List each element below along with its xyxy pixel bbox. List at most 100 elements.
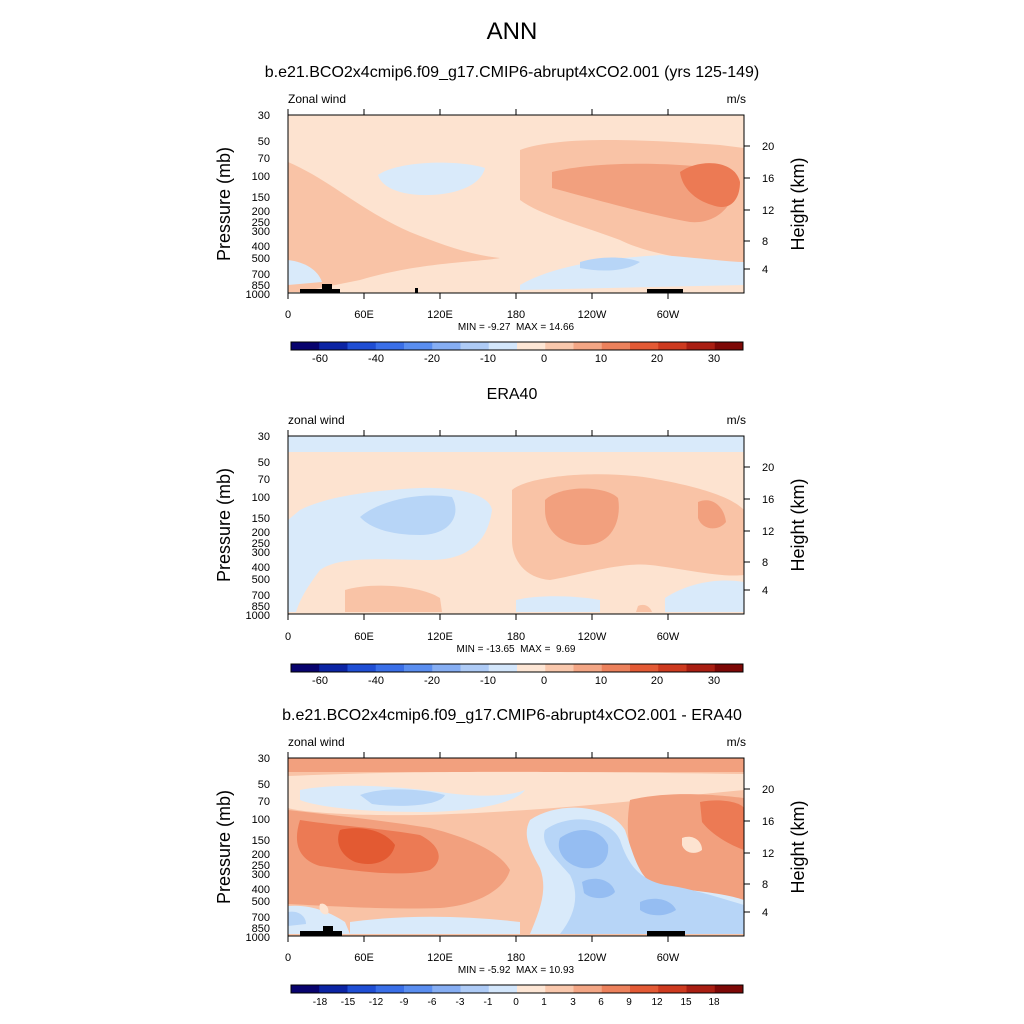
panel-2-ytick: 850 [252, 601, 270, 613]
panel-3-ytick: 150 [252, 835, 270, 847]
panel-3-y2tick: 4 [762, 907, 768, 919]
panel-2-y2tick: 12 [762, 526, 774, 538]
colorbar-swatch [686, 342, 716, 350]
panel-1-ytick: 300 [252, 226, 270, 238]
panel-1-y2tick: 12 [762, 205, 774, 217]
panel-3-colorbar-label: 3 [570, 997, 576, 1008]
panel-3-ytick: 200 [252, 849, 270, 861]
colorbar-swatch [545, 342, 574, 350]
panel-2-ytick: 300 [252, 547, 270, 559]
panel-1-xtick: 60W [657, 309, 680, 321]
colorbar-swatch [658, 985, 687, 993]
panel-3-y2tick: 16 [762, 816, 774, 828]
panel-3-colorbar-label: -3 [456, 997, 465, 1008]
panel-3-colorbar-label: 15 [680, 997, 692, 1008]
colorbar-swatch [404, 664, 433, 672]
panel-3-colorbar-label: 1 [541, 997, 547, 1008]
colorbar-swatch [658, 664, 687, 672]
panel-2-colorbar-label: -20 [424, 675, 440, 687]
colorbar-swatch [517, 664, 546, 672]
panel-3-ytick: 850 [252, 923, 270, 935]
panel-2-xtick: 120W [578, 631, 607, 643]
colorbar-swatch [432, 664, 461, 672]
panel-3-colorbar-label: -15 [341, 997, 356, 1008]
panel-1-colorbar-label: 10 [595, 353, 607, 365]
colorbar-swatch [432, 985, 461, 993]
panel-3-xtick: 60E [354, 952, 374, 964]
panel-3-xtick: 120E [427, 952, 453, 964]
panel-1-colorbar-label: 20 [651, 353, 663, 365]
colorbar-swatch [319, 664, 348, 672]
panel-3-ytick: 400 [252, 884, 270, 896]
panel-3-right-label: m/s [727, 735, 746, 749]
panel-2-colorbar-label: -60 [312, 675, 328, 687]
panel-3-left-label: zonal wind [288, 735, 345, 749]
colorbar-swatch [545, 664, 574, 672]
colorbar-swatch [347, 664, 377, 672]
panel-1-ytick: 100 [252, 171, 270, 183]
panel-3-colorbar-label: 6 [598, 997, 604, 1008]
panel-1-xtick: 60E [354, 309, 374, 321]
colorbar-swatch [630, 985, 659, 993]
panel-3-y2tick: 20 [762, 784, 774, 796]
panel-2-xtick: 180 [507, 631, 525, 643]
colorbar-border [290, 663, 744, 673]
colorbar-swatch [601, 342, 631, 350]
panel-2-ytick: 150 [252, 513, 270, 525]
panel-3-ytick: 70 [258, 796, 270, 808]
panel-2-plot [288, 436, 744, 614]
panel-3-xtick: 180 [507, 952, 525, 964]
panel-1-xtick: 120E [427, 309, 453, 321]
panel-3-colorbar-label: -12 [369, 997, 384, 1008]
panel-3-colorbar-label: -18 [313, 997, 328, 1008]
panel-3-colorbar-label: -9 [400, 997, 409, 1008]
colorbar-swatch [291, 985, 320, 993]
panel-2-colorbar-label: -10 [480, 675, 496, 687]
panel-2-ytick: 200 [252, 527, 270, 539]
panel-3-ytick: 700 [252, 912, 270, 924]
panel-2-ytick: 500 [252, 574, 270, 586]
colorbar-swatch [573, 664, 603, 672]
panel-3-y2tick: 8 [762, 879, 768, 891]
panel-2-ytick: 50 [258, 457, 270, 469]
panel-3-colorbar-label: 0 [513, 997, 519, 1008]
panel-1-xtick: 180 [507, 309, 525, 321]
colorbar-swatch [488, 664, 518, 672]
panel-3-ytick: 30 [258, 753, 270, 765]
panel-1-ytick: 50 [258, 136, 270, 148]
panel-1-xtick: 120W [578, 309, 607, 321]
panel-2-y2tick: 4 [762, 585, 768, 597]
colorbar-swatch [404, 985, 433, 993]
panel-3-y2label: Height (km) [788, 800, 808, 893]
panel-3-colorbar-label: 12 [651, 997, 663, 1008]
panel-3-title: b.e21.BCO2x4cmip6.f09_g17.CMIP6-abrupt4x… [282, 707, 742, 724]
panel-1-colorbar-label: 0 [541, 353, 547, 365]
panel-1-ytick: 700 [252, 269, 270, 281]
panel-2-title: ERA40 [486, 386, 538, 403]
panel-1-colorbar-label: 30 [708, 353, 720, 365]
colorbar-swatch [686, 985, 716, 993]
colorbar-swatch [375, 664, 405, 672]
colorbar-swatch [714, 342, 744, 350]
panel-3-ylabel: Pressure (mb) [214, 790, 234, 904]
colorbar-swatch [517, 985, 546, 993]
panel-3-colorbar-label: 18 [708, 997, 720, 1008]
panel-3-ytick: 300 [252, 869, 270, 881]
panel-2-stats: MIN = -13.65 MAX = 9.69 [457, 644, 576, 655]
panel-1-ytick: 70 [258, 153, 270, 165]
panel-3-ytick: 100 [252, 814, 270, 826]
colorbar-swatch [291, 342, 320, 350]
panel-2-xtick: 60W [657, 631, 680, 643]
panel-3-stats: MIN = -5.92 MAX = 10.93 [458, 965, 575, 976]
panel-1-colorbar-label: -20 [424, 353, 440, 365]
panel-3-y2tick: 12 [762, 848, 774, 860]
panel-1-title: b.e21.BCO2x4cmip6.f09_g17.CMIP6-abrupt4x… [264, 64, 760, 81]
panel-2-ytick: 700 [252, 590, 270, 602]
colorbar-swatch [573, 985, 603, 993]
panel-2-y2label: Height (km) [788, 478, 808, 571]
colorbar-swatch [375, 342, 405, 350]
panel-1-ytick: 250 [252, 217, 270, 229]
